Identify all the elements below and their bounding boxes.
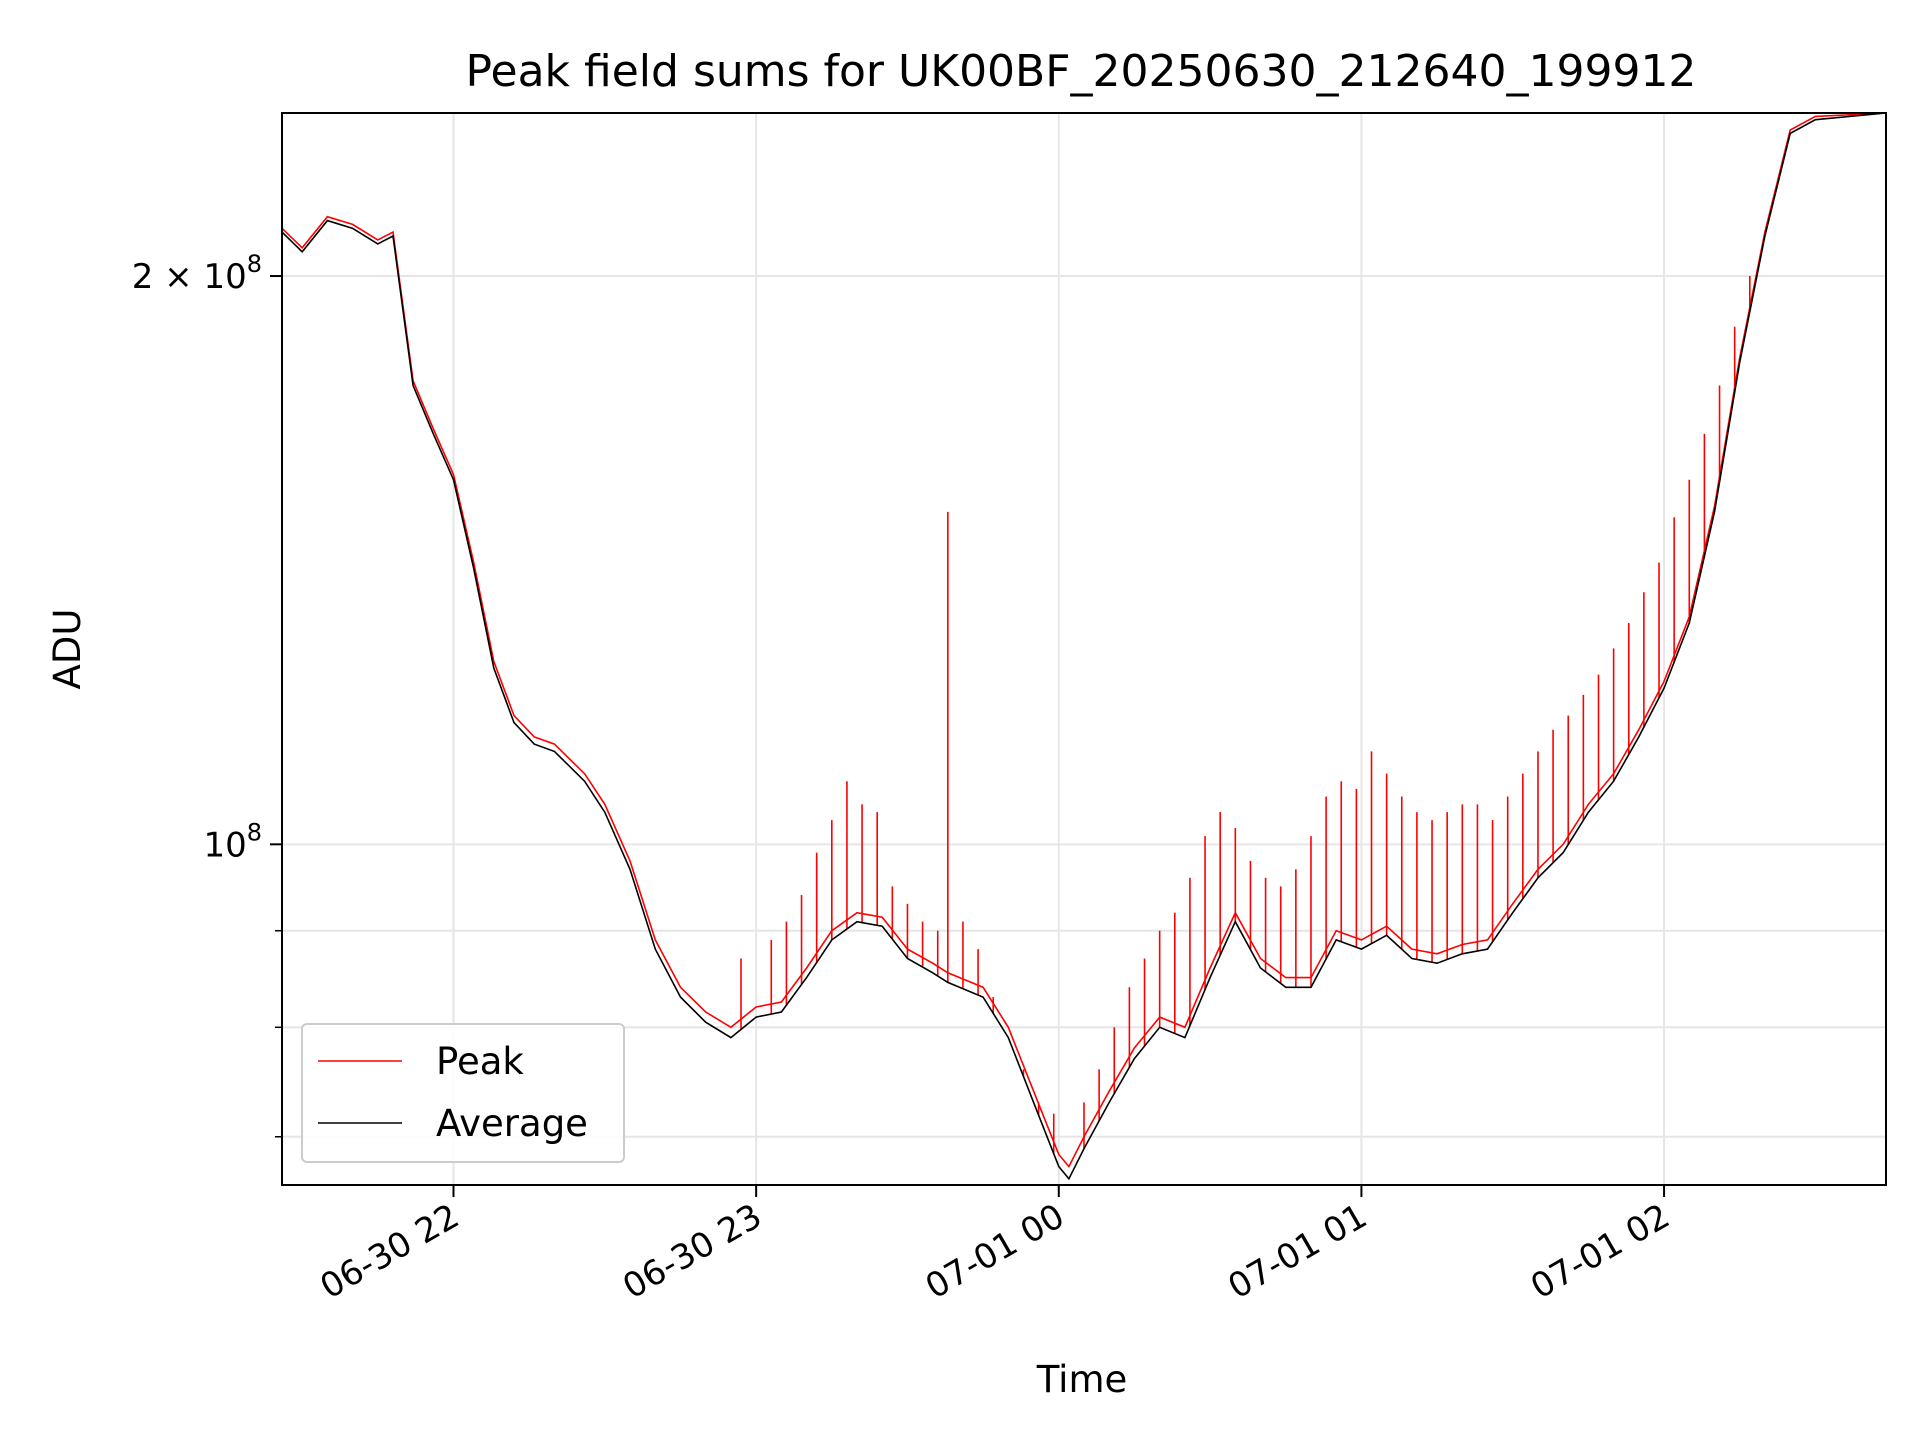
legend-average-label: Average xyxy=(436,1102,588,1145)
plot-frame xyxy=(281,112,1887,1186)
legend-peak-label: Peak xyxy=(436,1040,524,1083)
series-line-average xyxy=(281,112,1887,1181)
y-tick-label: 108 xyxy=(203,818,262,865)
legend-box xyxy=(301,1023,625,1163)
chart-title: Peak field sums for UK00BF_20250630_2126… xyxy=(466,46,1697,97)
series-line-peak xyxy=(281,112,1887,1169)
y-tick-label: 2 × 108 xyxy=(132,250,262,297)
legend: Peak Average xyxy=(301,1023,625,1163)
x-axis-title: Time xyxy=(1036,1358,1128,1401)
y-axis-title: ADU xyxy=(46,609,89,690)
series-lines xyxy=(281,112,1887,1181)
